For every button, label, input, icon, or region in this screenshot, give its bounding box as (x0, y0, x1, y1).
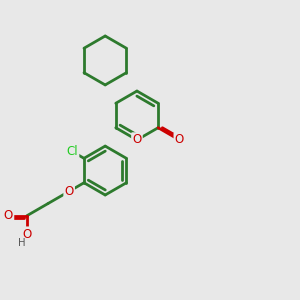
Text: O: O (4, 209, 13, 222)
Text: O: O (22, 228, 32, 241)
Text: O: O (64, 185, 74, 198)
Text: H: H (18, 238, 25, 248)
Text: O: O (175, 134, 184, 146)
Text: Cl: Cl (67, 145, 78, 158)
Text: O: O (132, 134, 142, 146)
